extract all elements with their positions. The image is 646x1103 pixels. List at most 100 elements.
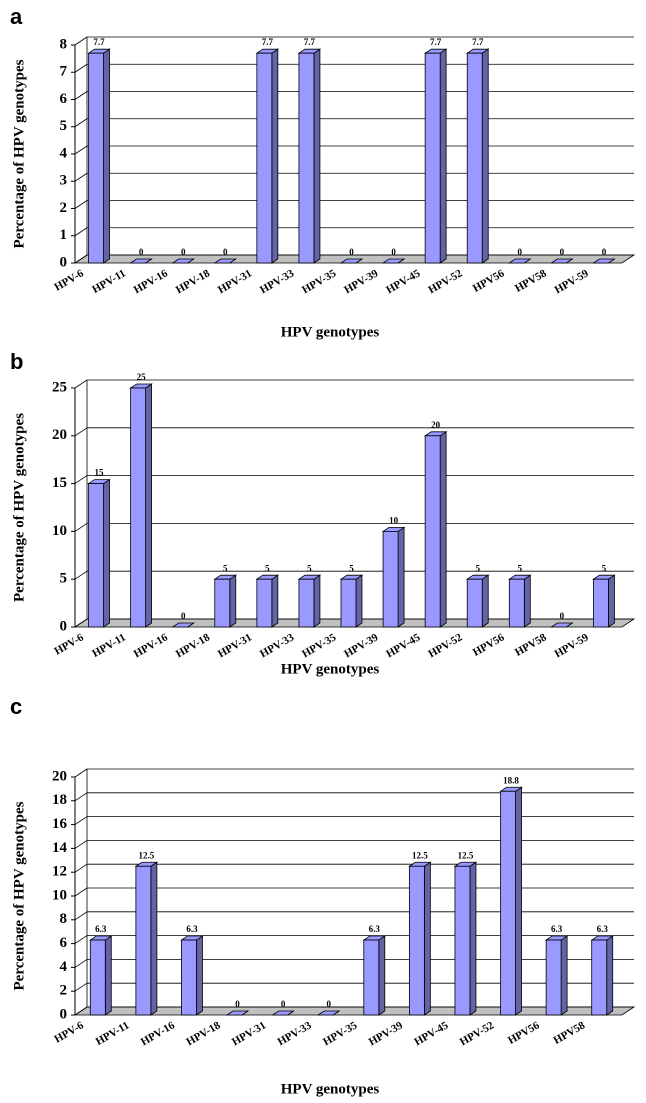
bar — [297, 48, 322, 264]
bar — [171, 258, 196, 264]
x-tick-label: HPV56 — [471, 267, 507, 295]
grid-diagonal — [74, 618, 88, 628]
x-tick-label: HPV-11 — [94, 1019, 132, 1048]
bar-top — [271, 1010, 295, 1016]
bar — [465, 574, 490, 628]
bar — [550, 258, 574, 264]
value-label: 20 — [431, 420, 441, 430]
x-tick-label: HPV-6 — [52, 267, 86, 293]
bar-top — [507, 258, 532, 264]
x-tick-label: HPV58 — [513, 631, 549, 659]
bar-front — [508, 578, 525, 628]
y-tick-label: 20 — [52, 768, 67, 784]
x-tick-label: HPV-45 — [384, 631, 423, 660]
bar — [180, 935, 204, 1016]
value-label: 6.3 — [369, 924, 381, 934]
bar-front — [424, 435, 441, 628]
value-label: 25 — [137, 372, 147, 382]
value-label: 0 — [181, 247, 186, 257]
x-tick-label: HPV-6 — [52, 631, 86, 657]
grid-diagonal — [74, 145, 88, 155]
value-label: 0 — [349, 247, 354, 257]
grid-diagonal — [74, 570, 88, 580]
x-tick-label: HPV-35 — [321, 1019, 360, 1048]
bar-side-shade — [469, 862, 476, 1015]
grid-diagonal — [74, 1006, 88, 1016]
y-tick-label: 4 — [60, 145, 68, 161]
value-label: 10 — [389, 515, 399, 525]
grid-diagonal — [74, 768, 88, 778]
y-tick-label: 12 — [52, 864, 67, 880]
bar-side-shade — [229, 575, 236, 627]
x-tick-label: HPV-39 — [342, 267, 381, 296]
grid-diagonal — [74, 863, 88, 873]
bar-front — [256, 52, 273, 264]
x-axis-title: HPV genotypes — [281, 661, 380, 677]
grid-diagonal — [74, 427, 88, 437]
y-tick-label: 25 — [52, 379, 67, 395]
bar — [453, 861, 478, 1016]
bar-side-shade — [561, 936, 568, 1015]
bar-side-shade — [356, 575, 362, 627]
x-tick-label: HPV-18 — [174, 631, 213, 660]
value-label: 7.7 — [472, 37, 484, 47]
grid-diagonal — [74, 911, 88, 921]
panel-label: c — [10, 694, 22, 719]
x-tick-label: HPV-11 — [90, 267, 128, 296]
value-label: 0 — [560, 611, 565, 621]
bar-top — [171, 258, 196, 264]
x-tick-label: HPV-52 — [426, 267, 465, 296]
value-label: 7.7 — [430, 37, 442, 47]
x-tick-label: HPV-52 — [426, 631, 465, 660]
bar-side-shade — [440, 431, 447, 627]
bar — [297, 574, 322, 628]
bar-top — [592, 258, 616, 264]
bar — [592, 574, 616, 628]
grid-diagonal — [74, 840, 88, 849]
value-label: 5 — [518, 563, 523, 573]
x-tick-label: HPV-11 — [90, 631, 128, 660]
value-label: 0 — [223, 247, 228, 257]
y-tick-label: 10 — [52, 887, 67, 903]
y-tick-label: 3 — [60, 173, 68, 189]
bar-side-shade — [482, 49, 489, 263]
bar-top — [171, 622, 196, 628]
bar-front — [466, 578, 483, 628]
bar-top — [550, 258, 574, 264]
value-label: 0 — [518, 247, 523, 257]
bar — [381, 526, 406, 628]
value-label: 0 — [326, 999, 331, 1009]
grid-diagonal — [74, 91, 88, 100]
x-tick-label: HPV58 — [552, 1019, 588, 1047]
bar — [171, 622, 196, 628]
bar-side-shade — [145, 384, 152, 627]
bar-front — [135, 865, 152, 1016]
bar-side-shade — [440, 49, 447, 263]
grid-diagonal — [74, 200, 88, 209]
grid-diagonal — [74, 36, 88, 46]
bar — [592, 258, 616, 264]
bar-front — [298, 578, 315, 628]
y-tick-label: 5 — [60, 118, 68, 134]
x-tick-label: HPV-59 — [553, 631, 592, 660]
x-axis-title: HPV genotypes — [281, 1081, 380, 1097]
x-tick-label: HPV-39 — [367, 1019, 406, 1048]
bar-front — [130, 387, 147, 628]
bar-top — [381, 258, 406, 264]
x-tick-label: HPV-33 — [258, 631, 297, 660]
grid-diagonal — [74, 959, 88, 968]
bar-front — [593, 578, 609, 628]
value-label: 7.7 — [304, 37, 316, 47]
y-tick-label: 8 — [60, 36, 68, 52]
x-tick-label: HPV-18 — [174, 267, 213, 296]
bar — [87, 48, 111, 264]
x-tick-label: HPV-33 — [258, 267, 297, 296]
bar-front — [466, 52, 483, 264]
x-tick-label: HPV-16 — [132, 267, 171, 296]
grid-diagonal — [74, 935, 88, 944]
bar-side-shade — [150, 862, 157, 1015]
x-tick-label: HPV-31 — [230, 1019, 268, 1048]
value-label: 0 — [391, 247, 396, 257]
x-tick-label: HPV-52 — [458, 1019, 497, 1048]
value-label: 7.7 — [93, 37, 105, 47]
